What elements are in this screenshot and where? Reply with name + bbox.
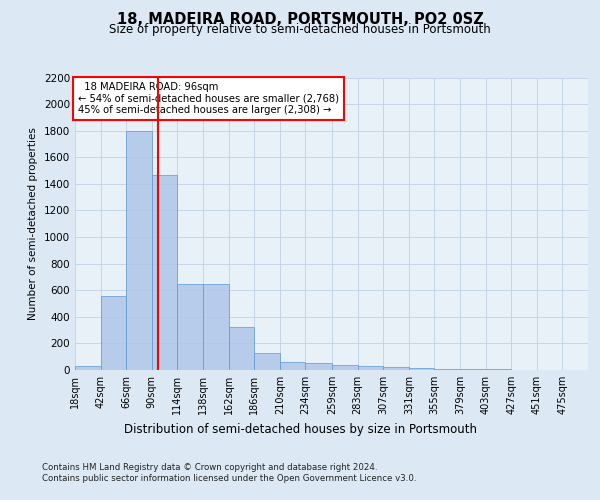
Bar bbox=[229, 328, 254, 370]
Bar bbox=[101, 296, 126, 370]
Bar bbox=[203, 284, 229, 370]
Text: Contains HM Land Registry data © Crown copyright and database right 2024.: Contains HM Land Registry data © Crown c… bbox=[42, 462, 377, 471]
Bar bbox=[409, 368, 434, 370]
Bar bbox=[126, 130, 152, 370]
Bar bbox=[358, 366, 383, 370]
Text: Distribution of semi-detached houses by size in Portsmouth: Distribution of semi-detached houses by … bbox=[124, 422, 476, 436]
Y-axis label: Number of semi-detached properties: Number of semi-detached properties bbox=[28, 128, 38, 320]
Bar bbox=[460, 369, 485, 370]
Bar bbox=[152, 174, 178, 370]
Text: 18 MADEIRA ROAD: 96sqm
← 54% of semi-detached houses are smaller (2,768)
45% of : 18 MADEIRA ROAD: 96sqm ← 54% of semi-det… bbox=[77, 82, 338, 115]
Text: 18, MADEIRA ROAD, PORTSMOUTH, PO2 0SZ: 18, MADEIRA ROAD, PORTSMOUTH, PO2 0SZ bbox=[116, 12, 484, 28]
Bar bbox=[254, 352, 280, 370]
Bar bbox=[383, 368, 409, 370]
Bar bbox=[434, 368, 460, 370]
Text: Size of property relative to semi-detached houses in Portsmouth: Size of property relative to semi-detach… bbox=[109, 22, 491, 36]
Bar bbox=[305, 362, 332, 370]
Bar bbox=[75, 366, 101, 370]
Text: Contains public sector information licensed under the Open Government Licence v3: Contains public sector information licen… bbox=[42, 474, 416, 483]
Bar bbox=[332, 366, 358, 370]
Bar bbox=[178, 284, 203, 370]
Bar bbox=[280, 362, 305, 370]
